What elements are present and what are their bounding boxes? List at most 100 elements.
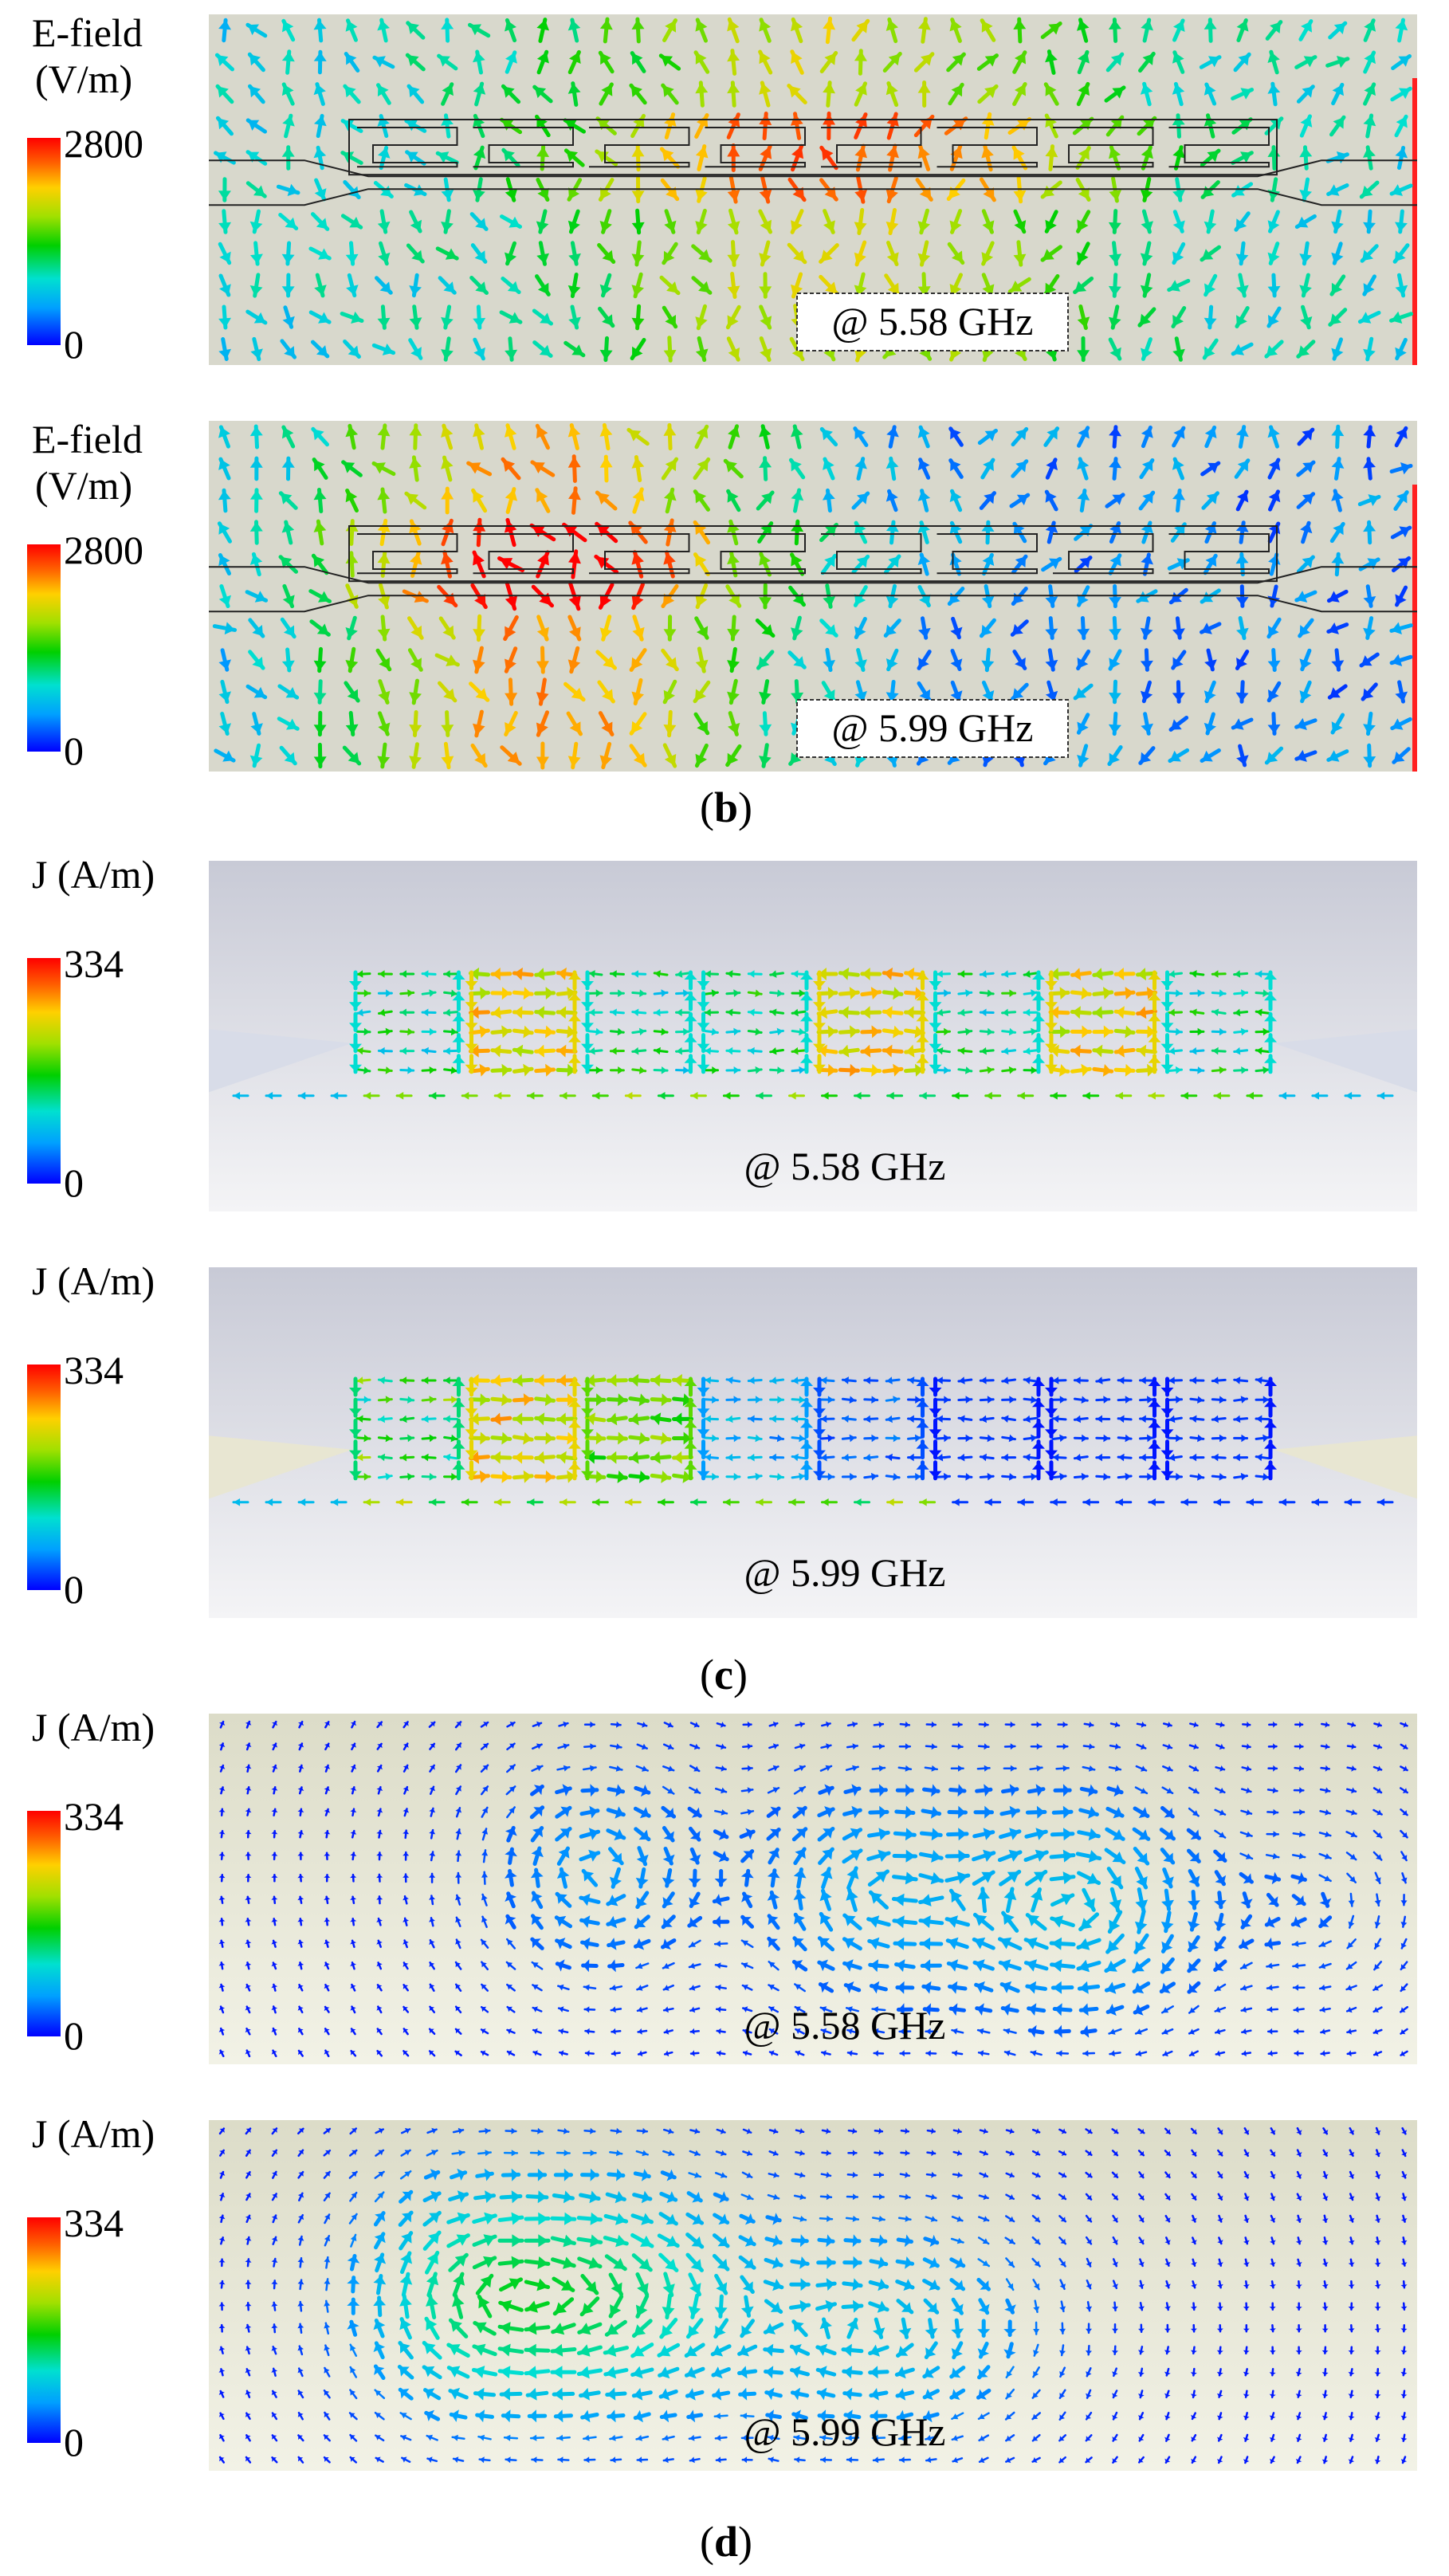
field-arrowhead [950,428,961,440]
field-arrowhead [937,1376,943,1384]
field-arrowhead [1202,750,1213,762]
field-arrowhead [1032,1420,1045,1428]
field-arrowhead [234,1092,241,1100]
field-arrowhead [854,1092,862,1100]
field-arrowhead [920,1092,927,1100]
field-arrowhead [599,284,612,296]
field-arrowhead [376,1765,383,1770]
field-arrowhead [1362,249,1373,261]
field-arrowhead [501,1393,510,1407]
field-arrowhead [916,1441,929,1449]
field-arrowhead [479,1063,489,1077]
field-arrowhead [1141,1765,1146,1772]
field-arrowhead [249,489,263,500]
field-arrowhead [827,1473,834,1481]
field-arrowhead [638,1431,648,1445]
field-arrowhead [1233,185,1245,196]
field-arrowhead [720,1722,725,1728]
field-arrowhead [536,722,548,736]
field-arrowhead [1059,1064,1068,1077]
feed-line-top [209,566,1417,584]
field-arrowhead [281,147,295,157]
field-arrowhead [536,52,549,64]
field-arrowhead [770,1806,779,1817]
field-arrowhead [1172,52,1184,64]
field-arrowhead [397,1498,404,1506]
field-arrowhead [1083,1498,1090,1506]
field-arrowhead [1032,1035,1045,1043]
field-arrowhead [313,660,327,671]
field-arrowhead [1361,655,1372,666]
field-arrowhead [556,1915,567,1927]
field-arrowhead [777,1066,783,1074]
field-arrowhead [385,1472,392,1481]
field-arrowhead [1032,1400,1045,1408]
field-arrowhead [218,86,229,98]
field-arrowhead [514,1006,523,1019]
field-arrowhead [654,1046,661,1055]
field-arrowhead [481,1961,487,1968]
field-arrowhead [1402,1788,1408,1793]
field-arrowhead [1077,458,1090,470]
field-arrowhead [271,1787,278,1791]
field-arrowhead [761,624,773,636]
field-arrowhead [1264,1035,1277,1043]
field-arrowhead [363,1066,370,1074]
field-arrowhead [1164,1808,1173,1818]
field-arrowhead [219,284,231,295]
feed-taper-left [209,1029,352,1093]
field-arrowhead [1174,524,1185,536]
field-arrowhead [316,218,328,230]
field-arrowhead [1234,1415,1241,1423]
field-arrowhead [1077,490,1090,501]
field-arrowhead [791,460,802,472]
field-arrowhead [689,1854,701,1863]
field-arrowhead [345,20,358,32]
field-arrowhead [842,1453,849,1462]
field-arrowhead [376,1787,383,1791]
field-arrowhead [631,253,645,265]
field-arrowhead [1331,458,1345,469]
field-arrowhead [536,1006,545,1019]
field-arrowhead [1113,1784,1122,1797]
field-arrowhead [599,221,612,233]
field-arrowhead [272,1722,278,1726]
field-arrowhead [1329,591,1340,603]
field-arrowhead [608,1412,618,1426]
field-arrowhead [1188,1900,1200,1908]
field-arrowhead [349,1450,362,1458]
field-arrowhead [249,221,263,232]
field-arrowhead [1208,462,1219,473]
field-arrowhead [536,1451,545,1464]
field-arrowhead [599,19,613,30]
field-arrowhead [944,1396,950,1404]
field-arrowhead [422,1415,429,1423]
field-arrowhead [1045,1023,1058,1031]
field-arrowhead [540,312,552,324]
field-arrowhead [1114,1765,1121,1772]
field-arrowhead [1235,522,1249,532]
field-arrowhead [1009,1784,1017,1797]
field-arrowhead [505,658,516,672]
field-arrowhead [792,1046,799,1055]
field-arrowhead [234,1498,241,1506]
field-arrowhead [727,691,740,703]
field-arrowhead [402,1940,409,1945]
field-arrowhead [218,348,231,359]
field-arrowhead [595,989,602,997]
field-arrowhead [1024,1047,1031,1055]
field-arrowhead [1088,1850,1100,1863]
field-arrowhead [599,755,612,768]
field-arrowhead [363,1396,370,1404]
field-arrowhead [271,1896,278,1900]
field-arrowhead [852,1765,858,1772]
field-arrowhead [1074,281,1087,293]
field-arrowhead [568,253,581,265]
field-arrowhead [1331,221,1344,232]
field-arrowhead [1256,1415,1262,1423]
field-arrowhead [600,187,611,200]
field-arrowhead [271,1808,278,1813]
field-arrowhead [1077,316,1090,328]
field-arrowhead [1012,623,1023,635]
field-arrowhead [1032,1462,1045,1470]
